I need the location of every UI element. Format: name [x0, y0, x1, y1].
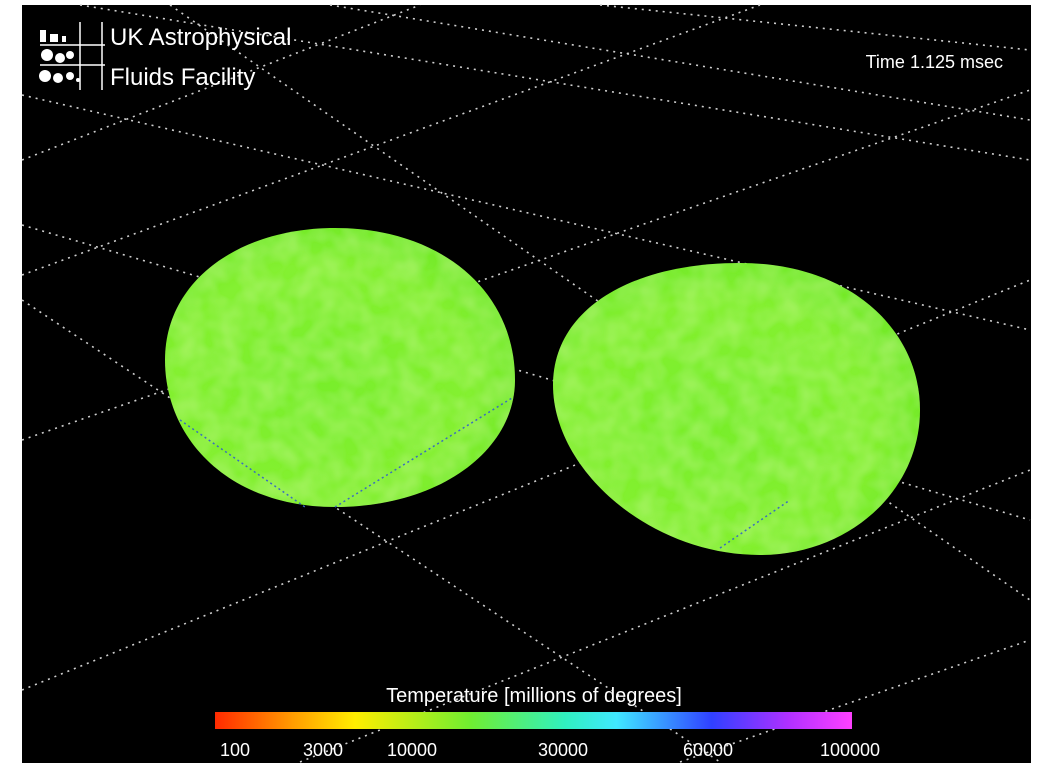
colorbar-tick-label: 100000 [820, 740, 880, 760]
logo-line-2: Fluids Facility [110, 64, 255, 91]
colorbar-tick-label: 3000 [303, 740, 343, 760]
time-label: Time 1.125 msec [866, 52, 1003, 72]
colorbar-tick-label: 30000 [538, 740, 588, 760]
logo-line-1: UK Astrophysical [110, 24, 291, 51]
visualization: UK Astrophysical Fluids Facility Time 1.… [0, 0, 1039, 768]
page: UK Astrophysical Fluids Facility Time 1.… [0, 0, 1039, 768]
star-left [165, 228, 515, 507]
colorbar-tick-label: 10000 [387, 740, 437, 760]
colorbar-title: Temperature [millions of degrees] [386, 685, 682, 707]
colorbar-tick-label: 100 [220, 740, 250, 760]
colorbar-scale [215, 712, 852, 729]
colorbar-tick-label: 60000 [683, 740, 733, 760]
